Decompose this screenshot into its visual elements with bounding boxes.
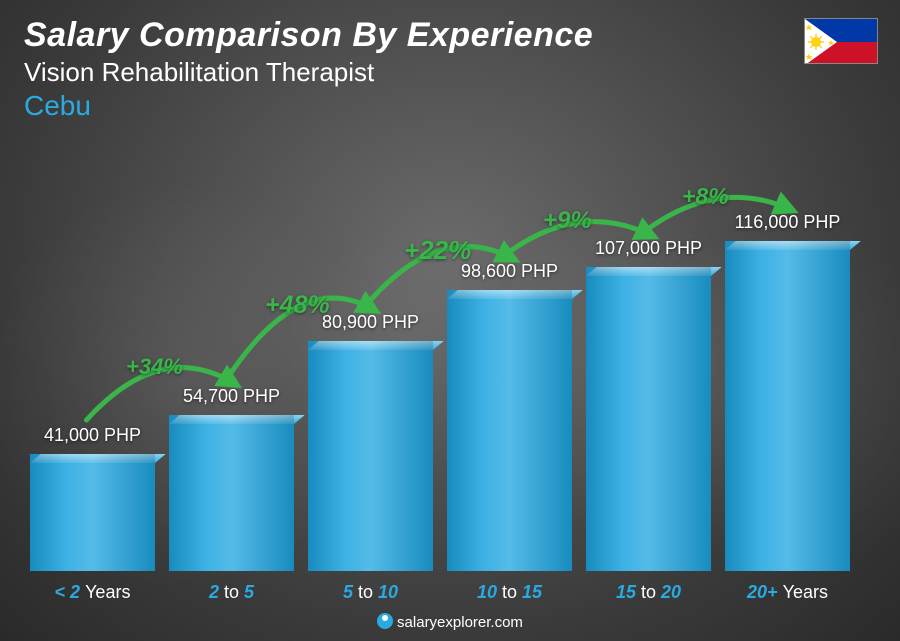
bar-column: 98,600 PHP	[447, 261, 572, 571]
bar-column: 41,000 PHP	[30, 425, 155, 571]
bar-value-label: 54,700 PHP	[183, 386, 280, 407]
increase-pct: +8%	[682, 183, 729, 210]
bar-value-label: 116,000 PHP	[735, 212, 841, 233]
logo-icon	[377, 613, 393, 629]
x-label: 2 to 5	[169, 582, 294, 603]
bar-value-label: 41,000 PHP	[44, 425, 141, 446]
bar-column: 80,900 PHP	[308, 312, 433, 571]
location-label: Cebu	[24, 90, 876, 122]
x-label: 10 to 15	[447, 582, 572, 603]
header: Salary Comparison By Experience Vision R…	[24, 16, 876, 122]
bar	[586, 267, 711, 571]
x-label: 15 to 20	[586, 582, 711, 603]
bar-column: 116,000 PHP	[725, 212, 850, 571]
job-title: Vision Rehabilitation Therapist	[24, 57, 876, 88]
footer: salaryexplorer.com	[0, 613, 900, 631]
bar-column: 54,700 PHP	[169, 386, 294, 571]
x-label: 5 to 10	[308, 582, 433, 603]
bar-value-label: 107,000 PHP	[595, 238, 702, 259]
increase-pct: +48%	[265, 291, 330, 320]
bar-value-label: 98,600 PHP	[461, 261, 558, 282]
bar	[308, 341, 433, 571]
increase-pct: +9%	[543, 207, 592, 235]
footer-text: salaryexplorer.com	[397, 614, 523, 631]
bar	[30, 454, 155, 571]
flag-philippines	[804, 18, 878, 64]
page-title: Salary Comparison By Experience	[24, 16, 876, 55]
bar	[447, 290, 572, 571]
increase-pct: +22%	[404, 235, 471, 266]
bar	[725, 241, 850, 571]
x-axis-labels: < 2 Years 2 to 5 5 to 10 10 to 15 15 to 20 20…	[30, 582, 850, 603]
bar-value-label: 80,900 PHP	[322, 312, 419, 333]
bar	[169, 415, 294, 571]
x-label: 20+ Years	[725, 582, 850, 603]
bar-column: 107,000 PHP	[586, 238, 711, 571]
increase-pct: +34%	[126, 354, 183, 380]
x-label: < 2 Years	[30, 582, 155, 603]
